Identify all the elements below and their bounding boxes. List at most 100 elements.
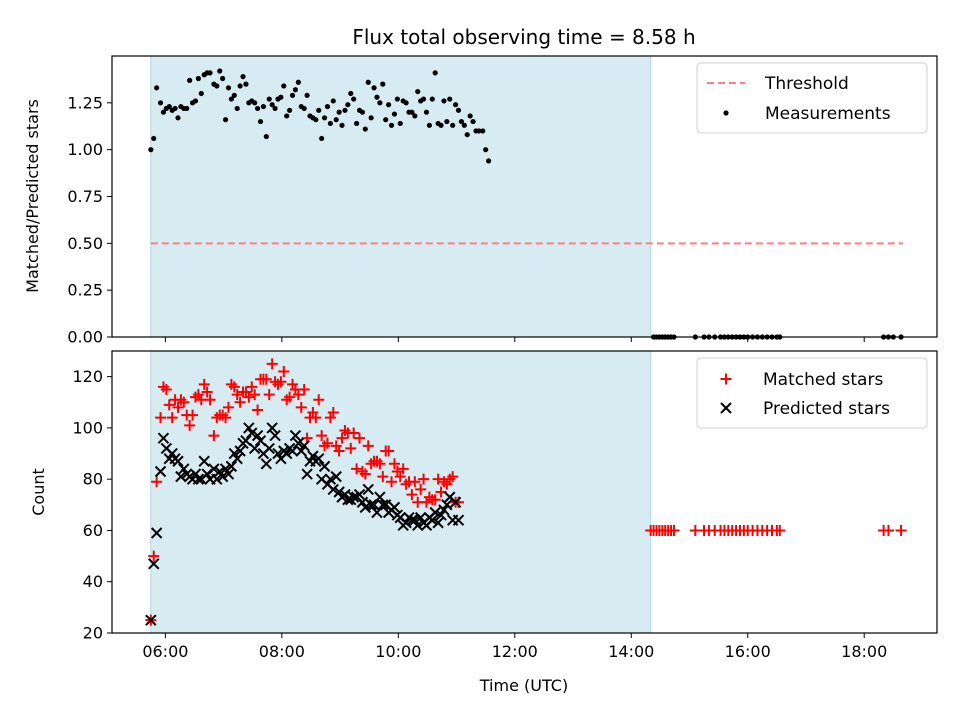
predicted-star-point xyxy=(248,442,261,455)
bottom-axes-frame xyxy=(111,350,938,634)
matched-star-point xyxy=(220,412,232,424)
measurement-point xyxy=(269,102,275,108)
measurement-point xyxy=(386,102,392,108)
measurement-point xyxy=(243,81,249,87)
matched-star-point xyxy=(151,476,163,488)
measurement-point xyxy=(485,158,492,164)
measurement-point xyxy=(301,105,307,112)
matched-star-point xyxy=(429,494,441,506)
measurement-point xyxy=(403,100,409,106)
predicted-star-point xyxy=(157,432,170,444)
measurement-point xyxy=(157,100,164,106)
matched-star-point xyxy=(160,383,172,395)
predicted-star-point xyxy=(388,501,401,514)
matched-star-point xyxy=(204,394,216,406)
matched-star-point xyxy=(415,483,427,495)
top-y-tick-label: 0.50 xyxy=(67,234,103,253)
measurement-point xyxy=(455,107,462,113)
measurement-point xyxy=(319,135,325,142)
measurement-point xyxy=(336,109,342,115)
matched-star-point xyxy=(266,358,278,370)
measurement-point xyxy=(415,88,421,95)
matched-star-point xyxy=(435,486,447,498)
matched-star-point xyxy=(362,440,374,452)
measurement-point xyxy=(272,105,278,112)
top-panel: 0.00 0.25 0.50 0.75 1.00 1.25 Threshold Measure… xyxy=(67,55,938,347)
predicted-star-point xyxy=(266,422,278,434)
x-axis-label: Time (UTC) xyxy=(479,676,568,695)
measurement-point xyxy=(345,102,351,108)
predicted-star-point xyxy=(192,473,205,485)
predicted-star-point xyxy=(324,473,337,485)
predicted-star-point xyxy=(231,452,243,465)
x-tick-label: 18:00 xyxy=(841,642,887,661)
predicted-star-point xyxy=(234,445,246,457)
measurement-point xyxy=(412,113,418,119)
predicted-star-point xyxy=(286,445,299,457)
measurement-point xyxy=(192,98,199,104)
predicted-star-point xyxy=(148,558,160,570)
matched-star-point xyxy=(231,389,243,401)
matched-star-point xyxy=(201,386,213,398)
bottom-legend xyxy=(696,357,928,429)
measurement-point xyxy=(330,98,336,104)
measurement-point xyxy=(426,122,432,128)
measurement-point xyxy=(295,79,301,85)
predicted-star-point xyxy=(289,429,302,442)
top-axes-frame xyxy=(111,55,938,338)
matched-star-point xyxy=(260,373,272,385)
matched-star-point xyxy=(327,407,339,419)
measurement-point xyxy=(220,75,226,82)
measurement-point xyxy=(423,109,430,115)
measurement-point xyxy=(368,115,374,121)
predicted-star-point xyxy=(449,496,462,508)
measurement-point xyxy=(461,122,467,128)
predicted-star-point xyxy=(216,470,229,483)
measurement-point xyxy=(351,96,357,102)
measurement-point xyxy=(420,96,427,102)
measurement-point xyxy=(476,128,482,134)
bottom-y-axis-label: Count xyxy=(29,468,48,516)
measurement-point xyxy=(371,85,377,91)
matched-star-point xyxy=(246,381,258,393)
measurement-point xyxy=(195,75,201,82)
matched-star-point xyxy=(321,437,333,449)
matched-star-point xyxy=(388,458,400,470)
top-legend xyxy=(696,62,928,134)
predicted-star-point xyxy=(269,429,281,442)
legend-threshold-label: Threshold xyxy=(764,74,849,94)
bottom-y-tick-label: 20 xyxy=(83,624,103,643)
bottom-y-tick-label: 60 xyxy=(83,521,103,540)
x-tick-label: 06:00 xyxy=(142,642,188,661)
matched-star-point xyxy=(178,396,190,408)
x-tick-label: 12:00 xyxy=(492,642,538,661)
matched-star-point xyxy=(354,432,365,444)
matched-star-point xyxy=(774,524,786,536)
matched-star-point xyxy=(409,476,421,488)
matched-star-point xyxy=(374,458,386,470)
measurement-point xyxy=(160,109,167,115)
top-observing-window xyxy=(150,55,652,338)
matched-star-point xyxy=(234,396,246,408)
matched-star-point xyxy=(222,401,234,413)
matched-star-point xyxy=(406,489,418,501)
matched-star-point xyxy=(313,394,325,406)
measurement-point xyxy=(327,120,333,127)
matched-star-point xyxy=(166,412,178,424)
measurement-point xyxy=(470,118,476,125)
measurement-point xyxy=(252,100,258,106)
measurement-point xyxy=(374,94,380,100)
matched-star-point xyxy=(882,524,894,536)
matched-star-point xyxy=(316,430,328,442)
measurement-point xyxy=(333,117,339,123)
matched-star-point xyxy=(418,473,430,485)
measurement-point xyxy=(321,115,328,121)
legend-measurements-swatch xyxy=(723,110,729,116)
predicted-star-point xyxy=(150,527,163,539)
measurement-point xyxy=(458,118,465,125)
matched-star-point xyxy=(284,391,296,403)
x-tick-label: 14:00 xyxy=(608,642,654,661)
measurement-point xyxy=(231,92,237,98)
